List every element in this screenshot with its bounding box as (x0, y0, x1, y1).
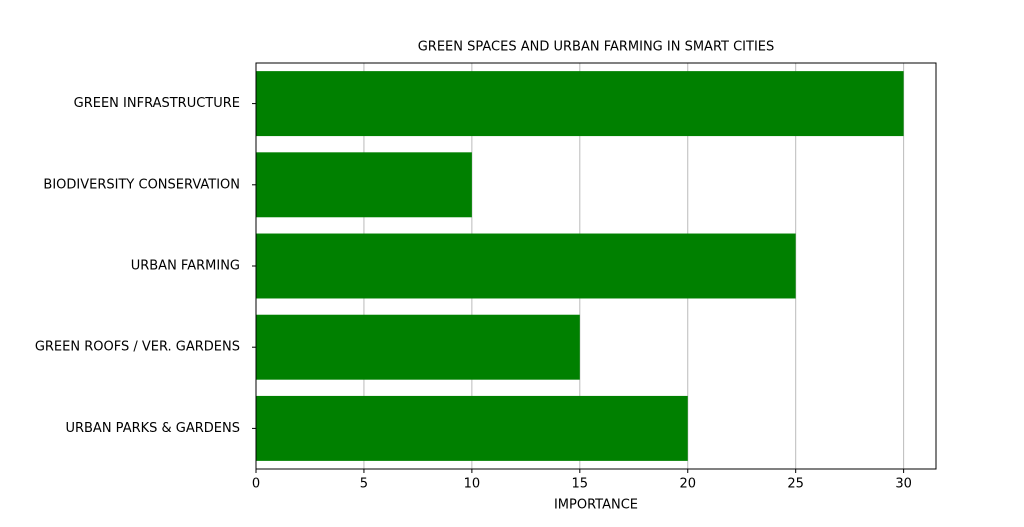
y-tick-label: GREEN INFRASTRUCTURE (74, 96, 240, 111)
plot-frame (255, 62, 937, 470)
chart-title: GREEN SPACES AND URBAN FARMING IN SMART … (418, 40, 775, 55)
y-tick-label: URBAN FARMING (131, 259, 240, 274)
bar (256, 71, 904, 137)
x-tick-label: 25 (787, 477, 804, 492)
bar (256, 233, 796, 299)
x-tick-label: 30 (895, 477, 912, 492)
bar (256, 314, 580, 380)
x-tick-label: 0 (252, 477, 260, 492)
x-tick-label: 5 (360, 477, 368, 492)
x-tick-label: 20 (679, 477, 696, 492)
y-tick-label: URBAN PARKS & GARDENS (65, 421, 240, 436)
x-axis-label: IMPORTANCE (554, 498, 638, 513)
x-tick-label: 10 (464, 477, 481, 492)
bar (256, 152, 472, 218)
y-tick-label: BIODIVERSITY CONSERVATION (43, 177, 240, 192)
bar (256, 395, 688, 461)
y-tick-label: GREEN ROOFS / VER. GARDENS (35, 340, 240, 355)
x-tick-label: 15 (572, 477, 589, 492)
